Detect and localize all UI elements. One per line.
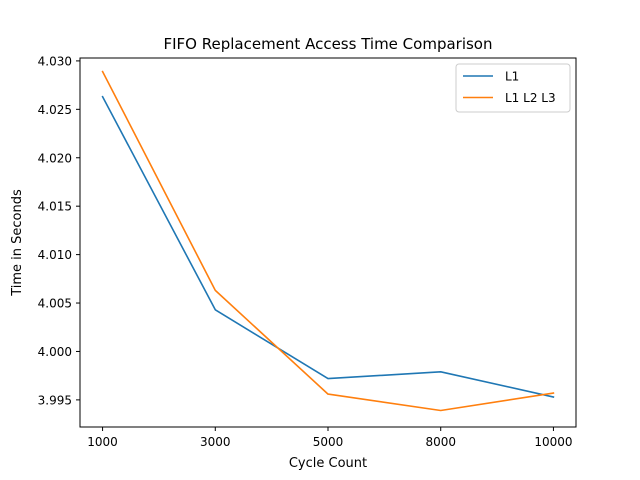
y-tick-label: 4.025 [38,103,72,117]
y-tick-label: 3.995 [38,393,72,407]
y-tick-label: 4.010 [38,248,72,262]
series-line-2 [101,70,555,412]
y-axis-label: Time in Seconds [10,189,25,297]
x-tick-label: 8000 [425,435,456,449]
chart-title: FIFO Replacement Access Time Comparison [164,35,493,53]
legend: L1 L1 L2 L3 [455,63,571,113]
y-tick-label: 4.005 [38,297,72,311]
x-axis: 1000 3000 5000 8000 10000 [87,427,573,449]
series-layer [101,70,555,412]
y-tick-label: 4.030 [38,54,72,68]
y-axis: 3.995 4.000 4.005 4.010 4.015 4.020 4.025 4.030 [38,54,80,407]
x-tick-label: 1000 [87,435,118,449]
legend-label-2: L1 L2 L3 [505,91,556,105]
y-tick-label: 4.020 [38,151,72,165]
x-axis-label: Cycle Count [289,456,367,471]
x-tick-label: 3000 [200,435,231,449]
y-tick-label: 4.015 [38,200,72,214]
legend-label-1: L1 [505,70,519,84]
series-line-1 [101,95,555,398]
x-tick-label: 5000 [313,435,344,449]
y-tick-label: 4.000 [38,345,72,359]
x-tick-label: 10000 [534,435,572,449]
